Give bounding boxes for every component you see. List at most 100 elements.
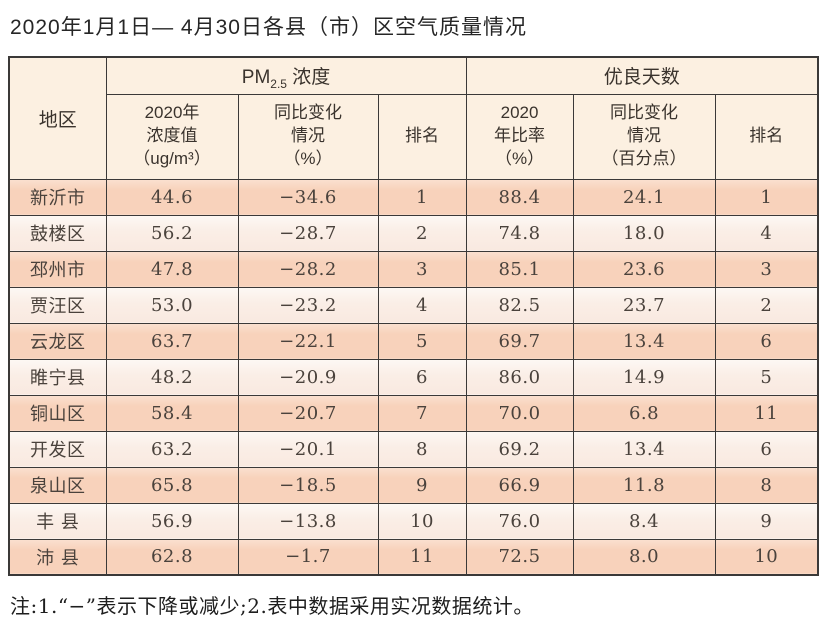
- table-row: 鼓楼区 56.2 −28.7 2 74.8 18.0 4: [8, 214, 819, 252]
- header-pm25-group: PM2.5 浓度: [105, 56, 467, 95]
- ratio-rank-cell: 4: [714, 214, 819, 252]
- pm25-value-cell: 48.2: [105, 358, 239, 396]
- ratio-rank-cell: 9: [714, 502, 819, 540]
- pm25-rank-cell: 9: [377, 466, 467, 504]
- ratio-change-cell: 14.9: [572, 358, 716, 396]
- pm25-rank-cell: 4: [377, 286, 467, 324]
- table-row: 新沂市 44.6 −34.6 1 88.4 24.1 1: [8, 178, 819, 216]
- ratio-change-cell: 18.0: [572, 214, 716, 252]
- pm25-change-cell: −28.2: [237, 250, 379, 288]
- ratio-value-cell: 72.5: [465, 538, 574, 576]
- pm25-value-cell: 63.2: [105, 430, 239, 468]
- pm25-change-cell: −34.6: [237, 178, 379, 216]
- pm25-value-cell: 56.2: [105, 214, 239, 252]
- region-cell: 沛 县: [8, 538, 107, 576]
- ratio-rank-cell: 8: [714, 466, 819, 504]
- ratio-value-cell: 74.8: [465, 214, 574, 252]
- page-title: 2020年1月1日— 4月30日各县（市）区空气质量情况: [10, 16, 527, 39]
- pm25-value-cell: 53.0: [105, 286, 239, 324]
- table-row: 睢宁县 48.2 −20.9 6 86.0 14.9 5: [8, 358, 819, 396]
- region-cell: 开发区: [8, 430, 107, 468]
- ratio-rank-cell: 6: [714, 430, 819, 468]
- region-cell: 睢宁县: [8, 358, 107, 396]
- ratio-value-cell: 69.2: [465, 430, 574, 468]
- air-quality-table: 地区 PM2.5 浓度 优良天数 2020年 浓度值 （ug/m³） 同比变化 …: [8, 56, 820, 576]
- pm25-change-cell: −20.1: [237, 430, 379, 468]
- pm25-value-cell: 47.8: [105, 250, 239, 288]
- region-cell: 贾汪区: [8, 286, 107, 324]
- ratio-rank-cell: 6: [714, 322, 819, 360]
- pm25-change-cell: −22.1: [237, 322, 379, 360]
- ratio-change-cell: 23.6: [572, 250, 716, 288]
- pm25-change-cell: −18.5: [237, 466, 379, 504]
- table-row: 泉山区 65.8 −18.5 9 66.9 11.8 8: [8, 466, 819, 504]
- header-ratio-rank: 排名: [714, 93, 819, 180]
- table-row: 贾汪区 53.0 −23.2 4 82.5 23.7 2: [8, 286, 819, 324]
- pm25-value-cell: 63.7: [105, 322, 239, 360]
- pm25-value-cell: 58.4: [105, 394, 239, 432]
- ratio-rank-cell: 3: [714, 250, 819, 288]
- table-row: 邳州市 47.8 −28.2 3 85.1 23.6 3: [8, 250, 819, 288]
- pm25-rank-cell: 7: [377, 394, 467, 432]
- pm25-suffix: 浓度: [286, 67, 331, 89]
- ratio-value-cell: 66.9: [465, 466, 574, 504]
- header-pm25-value: 2020年 浓度值 （ug/m³）: [105, 93, 239, 180]
- ratio-change-cell: 8.4: [572, 502, 716, 540]
- pm25-rank-cell: 1: [377, 178, 467, 216]
- ratio-value-cell: 69.7: [465, 322, 574, 360]
- header-region: 地区: [8, 56, 107, 180]
- table-header: 地区 PM2.5 浓度 优良天数 2020年 浓度值 （ug/m³） 同比变化 …: [8, 56, 819, 180]
- pm25-rank-cell: 10: [377, 502, 467, 540]
- table-row: 沛 县 62.8 −1.7 11 72.5 8.0 10: [8, 538, 819, 576]
- ratio-change-cell: 24.1: [572, 178, 716, 216]
- ratio-rank-cell: 5: [714, 358, 819, 396]
- header-ratio-change: 同比变化 情况 （百分点）: [572, 93, 716, 180]
- pm25-rank-cell: 6: [377, 358, 467, 396]
- ratio-change-cell: 6.8: [572, 394, 716, 432]
- ratio-rank-cell: 10: [714, 538, 819, 576]
- region-cell: 泉山区: [8, 466, 107, 504]
- pm25-prefix: PM: [241, 67, 271, 89]
- pm25-rank-cell: 8: [377, 430, 467, 468]
- ratio-rank-cell: 2: [714, 286, 819, 324]
- pm25-rank-cell: 3: [377, 250, 467, 288]
- pm25-rank-cell: 5: [377, 322, 467, 360]
- pm25-change-cell: −1.7: [237, 538, 379, 576]
- ratio-value-cell: 76.0: [465, 502, 574, 540]
- ratio-change-cell: 13.4: [572, 430, 716, 468]
- pm25-rank-cell: 2: [377, 214, 467, 252]
- ratio-value-cell: 86.0: [465, 358, 574, 396]
- ratio-value-cell: 70.0: [465, 394, 574, 432]
- header-sub-row: 2020年 浓度值 （ug/m³） 同比变化 情况 （%） 排名 2020 年比…: [9, 93, 819, 180]
- pm25-change-cell: −20.9: [237, 358, 379, 396]
- pm25-change-cell: −20.7: [237, 394, 379, 432]
- ratio-value-cell: 88.4: [465, 178, 574, 216]
- region-cell: 丰 县: [8, 502, 107, 540]
- pm25-change-cell: −23.2: [237, 286, 379, 324]
- pm25-value-cell: 56.9: [105, 502, 239, 540]
- ratio-rank-cell: 1: [714, 178, 819, 216]
- ratio-change-cell: 23.7: [572, 286, 716, 324]
- ratio-change-cell: 11.8: [572, 466, 716, 504]
- ratio-value-cell: 82.5: [465, 286, 574, 324]
- ratio-rank-cell: 11: [714, 394, 819, 432]
- region-cell: 邳州市: [8, 250, 107, 288]
- header-pm25-change: 同比变化 情况 （%）: [237, 93, 379, 180]
- pm25-change-cell: −28.7: [237, 214, 379, 252]
- pm25-change-cell: −13.8: [237, 502, 379, 540]
- table-row: 云龙区 63.7 −22.1 5 69.7 13.4 6: [8, 322, 819, 360]
- pm25-value-cell: 65.8: [105, 466, 239, 504]
- ratio-change-cell: 13.4: [572, 322, 716, 360]
- region-cell: 铜山区: [8, 394, 107, 432]
- ratio-change-cell: 8.0: [572, 538, 716, 576]
- pm25-value-cell: 62.8: [105, 538, 239, 576]
- pm25-subscript: 2.5: [270, 77, 287, 92]
- table-body: 新沂市 44.6 −34.6 1 88.4 24.1 1 鼓楼区 56.2 −28.7 2 74.8 1…: [8, 178, 819, 576]
- region-cell: 云龙区: [8, 322, 107, 360]
- pm25-value-cell: 44.6: [105, 178, 239, 216]
- region-cell: 新沂市: [8, 178, 107, 216]
- ratio-value-cell: 85.1: [465, 250, 574, 288]
- header-good-days-group: 优良天数: [465, 56, 819, 95]
- table-row: 开发区 63.2 −20.1 8 69.2 13.4 6: [8, 430, 819, 468]
